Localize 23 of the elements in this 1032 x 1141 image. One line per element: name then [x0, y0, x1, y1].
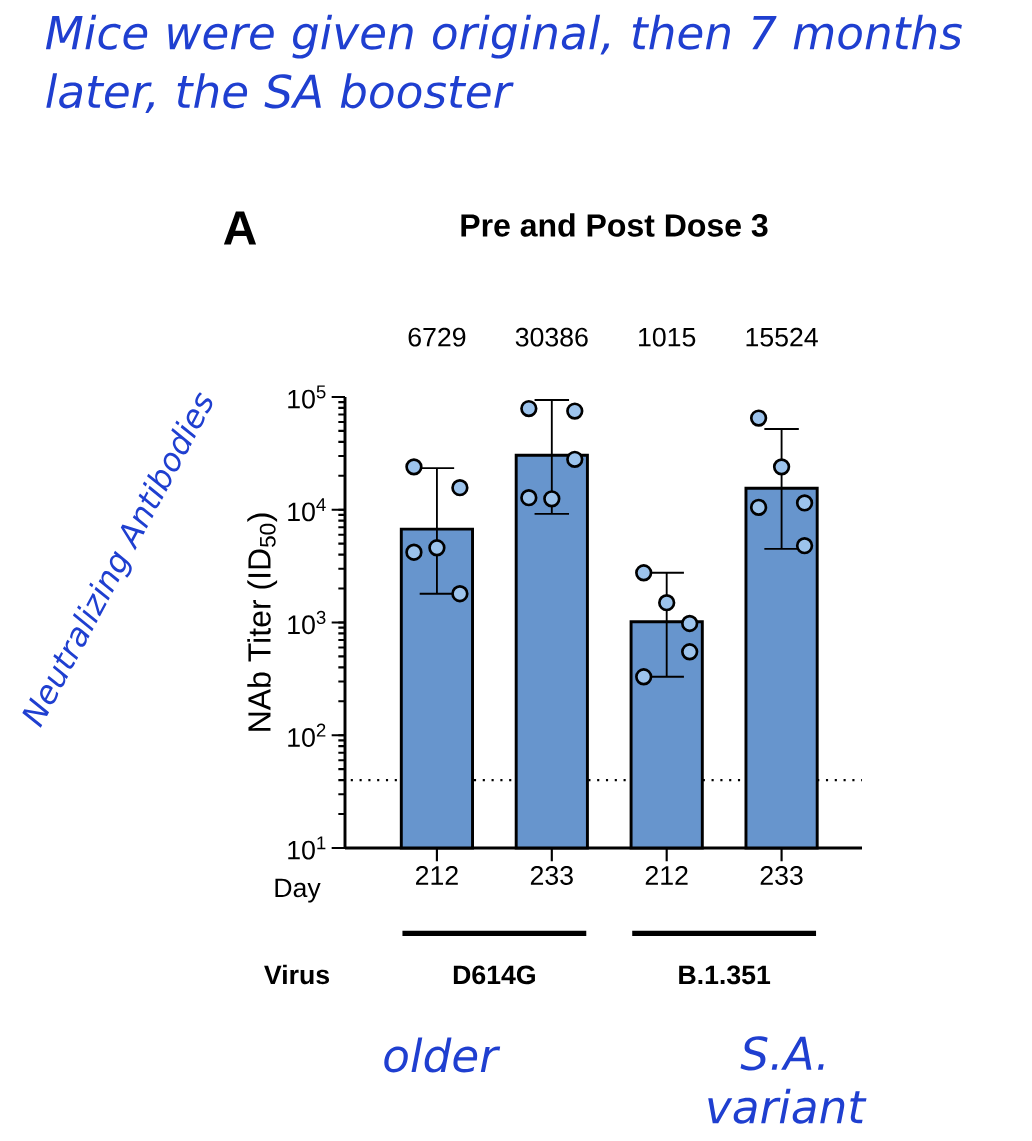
y-axis-title: NAb Titer (ID$_{50}$) [247, 513, 278, 731]
data-label: 1015 [639, 327, 696, 347]
y-tick-label: 10$^{1}$ [288, 836, 326, 860]
x-tick-label: 212 [416, 866, 458, 885]
text: D614G [453, 965, 535, 985]
text: older [384, 1037, 501, 1073]
chart-title: Pre and Post Dose 3 [461, 213, 768, 237]
text: A [223, 211, 257, 245]
y-tick-label: 10$^{5}$ [288, 385, 326, 409]
text: Virus [264, 964, 330, 985]
text: B.1.351 [679, 965, 771, 985]
y-tick-label: 10$^{3}$ [288, 610, 326, 635]
x-tick-label: 212 [645, 866, 688, 885]
data-label: 30386 [515, 327, 588, 347]
text: Day [275, 878, 321, 903]
x-tick-label: 233 [760, 866, 803, 885]
y-tick-label: 10$^{2}$ [288, 723, 326, 747]
text: Mice were given original, then 7 months later, the SA booster [45, 14, 962, 114]
data-label: 6729 [408, 327, 466, 347]
y-tick-label: 10$^{4}$ [288, 498, 326, 522]
x-tick-label: 233 [530, 866, 573, 885]
data-label: 15524 [746, 327, 818, 347]
text: S.A. variant [708, 1036, 867, 1124]
